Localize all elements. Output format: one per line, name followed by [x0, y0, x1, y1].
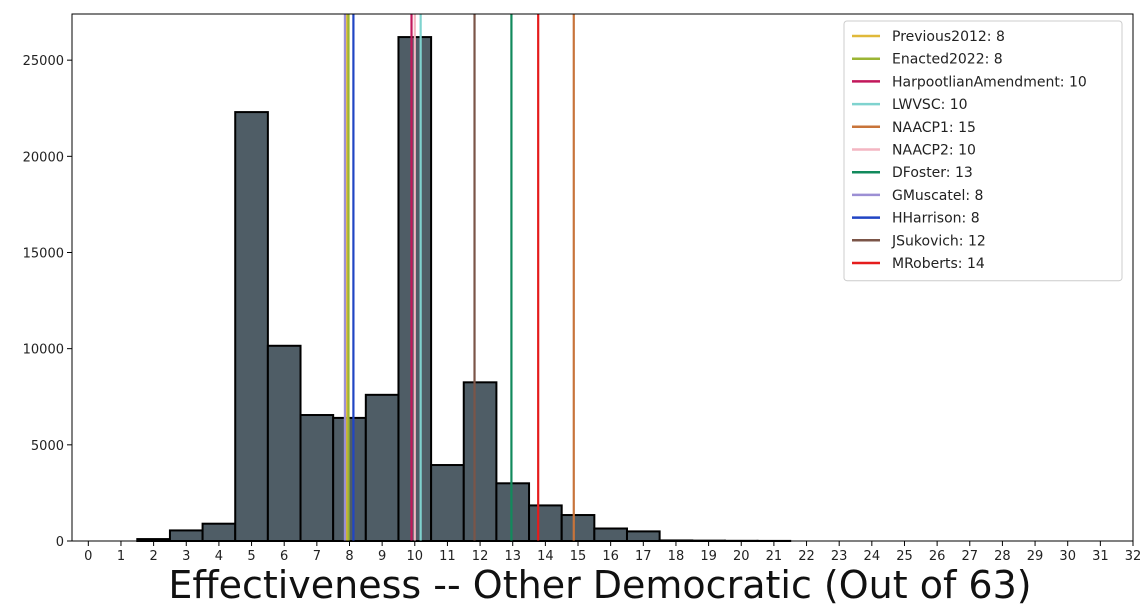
histogram-bar — [234, 111, 269, 542]
legend-entry-label: HHarrison: 8 — [892, 211, 980, 227]
histogram-bar — [495, 482, 531, 542]
plot-frame — [71, 13, 1134, 542]
x-tick-label: 0 — [84, 549, 92, 564]
reference-lines-layer — [343, 14, 575, 541]
x-tick-label: 3 — [182, 549, 190, 564]
x-tick-label: 25 — [896, 549, 913, 564]
y-tick-label: 20000 — [23, 150, 64, 165]
x-axis: 0 1 2 3 4 5 6 7 8 9 10 11 12 13 14 15 16 17 18 19 20 21 22 23 24… — [84, 541, 1141, 564]
x-tick-label: 6 — [280, 549, 288, 564]
legend-entry-label: GMuscatel: 8 — [892, 188, 983, 204]
histogram-bar — [625, 530, 661, 543]
x-tick-label: 16 — [602, 549, 619, 564]
histogram-bar — [201, 522, 237, 542]
legend-entry-label: LWVSC: 10 — [892, 97, 968, 113]
legend-box — [843, 20, 1123, 282]
x-tick-label: 20 — [733, 549, 750, 564]
x-tick-label: 14 — [537, 549, 554, 564]
x-tick-label: 19 — [700, 549, 717, 564]
y-tick-label: 15000 — [23, 246, 64, 261]
histogram-bar — [168, 529, 204, 542]
x-tick-label: 15 — [570, 549, 587, 564]
x-tick-label: 29 — [1027, 549, 1044, 564]
y-axis: 0 5000 10000 15000 20000 25000 — [23, 54, 72, 550]
histogram-bar — [364, 393, 400, 543]
x-tick-label: 13 — [504, 549, 521, 564]
x-tick-label: 30 — [1059, 549, 1076, 564]
x-tick-label: 17 — [635, 549, 652, 564]
y-tick-label: 25000 — [23, 54, 64, 69]
x-tick-label: 26 — [929, 549, 946, 564]
histogram-bar — [430, 464, 465, 542]
x-tick-label: 32 — [1125, 549, 1142, 564]
x-tick-label: 12 — [472, 549, 489, 564]
x-axis-label: Effectiveness -- Other Democratic (Out o… — [168, 563, 1031, 607]
x-tick-label: 31 — [1092, 549, 1109, 564]
legend-entry-label: Previous2012: 8 — [892, 29, 1005, 45]
x-tick-label: 22 — [798, 549, 815, 564]
legend-entry-label: Enacted2022: 8 — [892, 52, 1003, 68]
x-tick-label: 1 — [117, 549, 125, 564]
x-tick-label: 7 — [313, 549, 321, 564]
legend-entry-label: DFoster: 13 — [892, 165, 973, 181]
x-tick-label: 2 — [149, 549, 157, 564]
histogram-bar — [528, 504, 563, 542]
histogram-bar — [593, 527, 628, 542]
x-tick-label: 27 — [961, 549, 978, 564]
legend-entry-label: HarpootlianAmendment: 10 — [892, 74, 1087, 90]
x-tick-label: 9 — [378, 549, 386, 564]
y-tick-label: 5000 — [31, 439, 64, 454]
histogram-bar — [299, 414, 335, 543]
legend-entry-label: MRoberts: 14 — [892, 256, 985, 272]
histogram-bar — [462, 381, 498, 542]
legend-entry-label: NAACP2: 10 — [892, 143, 976, 159]
x-tick-label: 23 — [831, 549, 848, 564]
x-tick-label: 21 — [766, 549, 783, 564]
x-tick-label: 5 — [247, 549, 255, 564]
x-tick-label: 10 — [407, 549, 424, 564]
x-tick-label: 28 — [994, 549, 1011, 564]
x-tick-label: 8 — [345, 549, 353, 564]
x-tick-label: 18 — [668, 549, 685, 564]
legend-entry-label: NAACP1: 15 — [892, 120, 976, 136]
y-tick-label: 0 — [56, 535, 64, 550]
y-tick-label: 10000 — [23, 343, 64, 358]
x-tick-label: 11 — [439, 549, 456, 564]
legend-entry-label: JSukovich: 12 — [891, 233, 986, 249]
bars-layer — [136, 36, 792, 543]
legend: Previous2012: 8 Enacted2022: 8 Harpootlian… — [843, 20, 1123, 282]
x-tick-label: 4 — [215, 549, 223, 564]
histogram-bar — [560, 514, 596, 542]
x-tick-label: 24 — [864, 549, 881, 564]
histogram-bar — [266, 344, 302, 543]
